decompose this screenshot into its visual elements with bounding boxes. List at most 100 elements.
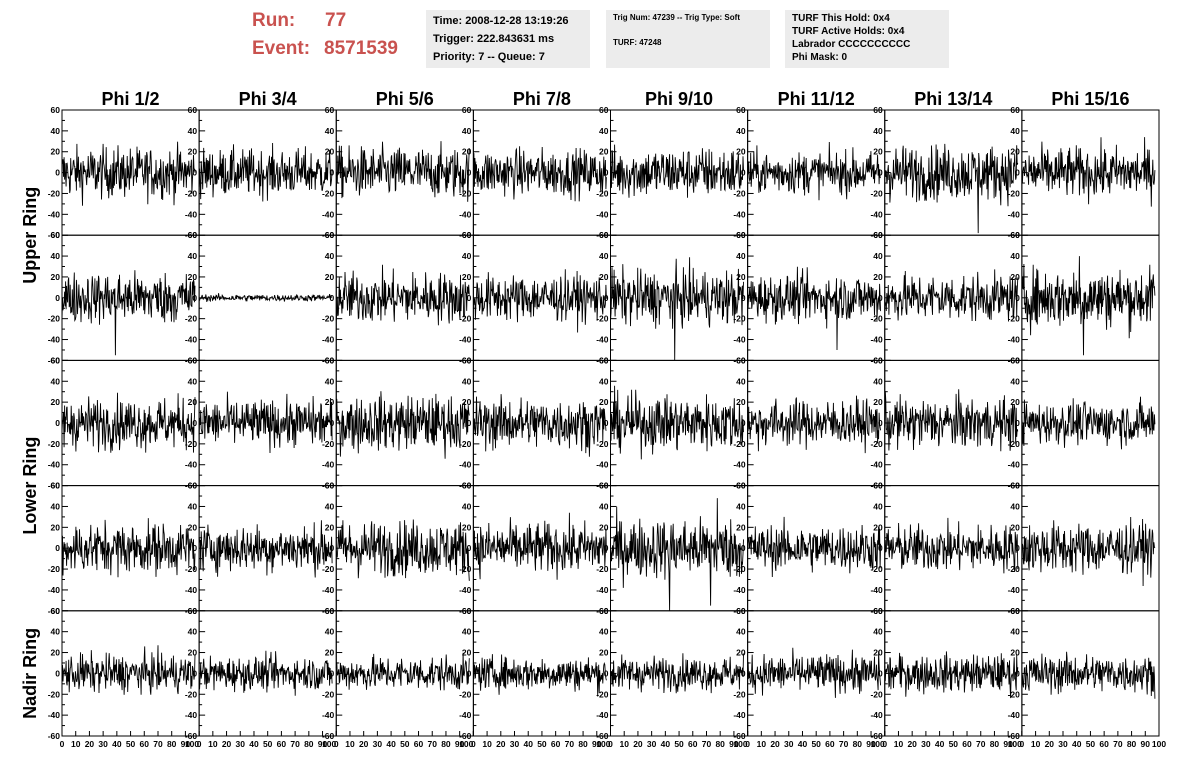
y-tick-label: 40 (1010, 501, 1020, 511)
x-tick-label: 30 (921, 739, 931, 749)
y-tick-label: 40 (873, 627, 883, 637)
trigger-info-panel: Trig Num: 47239 -- Trig Type: Soft TURF:… (606, 10, 770, 68)
y-tick-label: 60 (736, 606, 746, 616)
y-tick-label: -40 (48, 335, 61, 345)
turf-active-text: TURF Active Holds: 0x4 (792, 26, 905, 37)
y-tick-label: -40 (870, 710, 883, 720)
run-label: Run: (252, 10, 296, 31)
column-title: Phi 7/8 (513, 89, 571, 109)
waveform-trace (1021, 651, 1156, 699)
y-tick-label: -40 (322, 710, 335, 720)
x-tick-label: 10 (1031, 739, 1041, 749)
waveform-trace (884, 517, 1019, 574)
run-event-block: Run: 77 Event: 8571539 (252, 10, 420, 66)
x-tick-label: 80 (715, 739, 725, 749)
run-number: 77 (325, 10, 347, 31)
y-tick-label: 60 (599, 355, 609, 365)
y-tick-label: 60 (599, 481, 609, 491)
priority-text: Priority: 7 -- Queue: 7 (433, 51, 545, 63)
y-tick-label: 40 (873, 126, 883, 136)
waveform-trace (198, 391, 333, 454)
y-tick-label: 0 (55, 668, 60, 678)
y-tick-label: 0 (192, 293, 197, 303)
column-title: Phi 13/14 (914, 89, 992, 109)
y-tick-label: -60 (185, 731, 198, 741)
x-tick-label: 20 (1045, 739, 1055, 749)
y-tick-label: -20 (733, 689, 746, 699)
y-tick-label: 40 (599, 501, 609, 511)
y-tick-label: 0 (330, 418, 335, 428)
x-tick-label: 70 (153, 739, 163, 749)
y-tick-label: -60 (459, 731, 472, 741)
y-tick-label: 20 (188, 648, 198, 658)
y-tick-label: 60 (51, 606, 61, 616)
x-tick-label: 10 (71, 739, 81, 749)
y-tick-label: 40 (1010, 126, 1020, 136)
y-tick-label: -20 (596, 188, 609, 198)
y-tick-label: 20 (462, 522, 472, 532)
x-tick-label: 40 (661, 739, 671, 749)
y-tick-label: -40 (48, 710, 61, 720)
y-tick-label: 20 (599, 648, 609, 658)
x-tick-label: 60 (140, 739, 150, 749)
y-tick-label: 60 (599, 105, 609, 115)
column-title: Phi 11/12 (778, 89, 855, 109)
y-tick-label: 0 (878, 168, 883, 178)
y-tick-label: 0 (467, 293, 472, 303)
y-tick-label: -20 (322, 564, 335, 574)
event-number: 8571539 (324, 38, 398, 59)
y-tick-label: 60 (188, 230, 198, 240)
x-tick-label: 70 (428, 739, 438, 749)
y-tick-label: -40 (185, 460, 198, 470)
x-tick-label: 80 (853, 739, 863, 749)
y-tick-label: 60 (1010, 355, 1020, 365)
x-tick-label: 0 (608, 739, 613, 749)
x-tick-label: 50 (126, 739, 136, 749)
y-tick-label: 20 (51, 272, 61, 282)
waveform-trace (472, 146, 607, 202)
y-tick-label: 60 (1010, 606, 1020, 616)
y-tick-label: 0 (55, 418, 60, 428)
x-tick-label: 30 (236, 739, 246, 749)
waveform-trace (610, 257, 744, 361)
y-tick-label: -40 (459, 209, 472, 219)
y-tick-label: 40 (1010, 627, 1020, 637)
y-tick-label: 0 (741, 668, 746, 678)
y-tick-label: 60 (325, 105, 335, 115)
y-tick-label: 40 (188, 376, 198, 386)
y-tick-label: -40 (870, 460, 883, 470)
y-tick-label: 40 (736, 627, 746, 637)
y-tick-label: -40 (1008, 335, 1021, 345)
y-tick-label: 20 (325, 522, 335, 532)
x-tick-label: 60 (551, 739, 561, 749)
x-tick-label: 40 (935, 739, 945, 749)
waveform-trace (610, 498, 744, 611)
y-tick-label: 40 (1010, 376, 1020, 386)
y-tick-label: 40 (599, 376, 609, 386)
x-tick-label: 100 (459, 739, 473, 749)
waveform-trace (747, 141, 881, 201)
y-tick-label: 0 (1015, 418, 1020, 428)
y-tick-label: 40 (599, 251, 609, 261)
waveform-trace (335, 391, 470, 459)
x-tick-label: 80 (578, 739, 588, 749)
x-tick-label: 60 (962, 739, 972, 749)
y-tick-label: 0 (1015, 668, 1020, 678)
y-tick-label: -40 (48, 209, 61, 219)
y-tick-label: 60 (1010, 105, 1020, 115)
x-tick-label: 70 (839, 739, 849, 749)
y-tick-label: 40 (51, 126, 61, 136)
y-tick-label: 20 (51, 397, 61, 407)
y-tick-label: 0 (192, 543, 197, 553)
y-tick-label: 0 (604, 668, 609, 678)
y-tick-label: 40 (462, 376, 472, 386)
y-tick-label: 60 (188, 355, 198, 365)
y-tick-label: -20 (870, 689, 883, 699)
y-tick-label: 0 (741, 418, 746, 428)
column-title: Phi 9/10 (645, 89, 713, 109)
y-tick-label: 0 (55, 293, 60, 303)
y-tick-label: -40 (596, 335, 609, 345)
waveform-trace (472, 654, 607, 697)
y-tick-label: 60 (1010, 481, 1020, 491)
y-tick-label: -20 (48, 314, 61, 324)
